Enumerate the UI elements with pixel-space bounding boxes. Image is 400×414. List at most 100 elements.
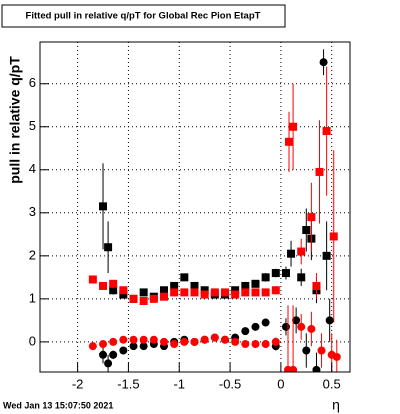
marker: [190, 337, 199, 346]
marker: [332, 352, 341, 361]
title-box: [1, 4, 286, 28]
timestamp: Wed Jan 13 15:07:50 2021: [3, 400, 113, 410]
marker: [261, 273, 270, 282]
marker: [99, 350, 108, 359]
marker: [297, 322, 306, 331]
marker: [200, 335, 209, 344]
marker: [241, 340, 250, 349]
marker: [210, 288, 219, 297]
marker: [307, 213, 316, 222]
marker: [312, 365, 321, 372]
marker: [271, 286, 280, 295]
marker: [261, 340, 270, 349]
marker: [180, 273, 189, 282]
marker: [271, 337, 280, 346]
marker: [261, 318, 270, 327]
marker: [99, 202, 108, 211]
marker: [180, 337, 189, 346]
y-tick-label: 2: [29, 247, 36, 262]
marker: [297, 273, 306, 282]
marker: [109, 337, 118, 346]
marker: [210, 333, 219, 342]
marker: [281, 269, 290, 278]
chart-title: Fitted pull in relative q/pT for Global …: [26, 11, 261, 22]
marker: [302, 226, 311, 235]
marker: [289, 365, 298, 372]
marker: [251, 340, 260, 349]
marker: [129, 342, 138, 351]
plot-area: [40, 42, 350, 372]
marker: [241, 281, 250, 290]
marker: [251, 279, 260, 288]
marker: [99, 340, 108, 349]
y-tick-label: 0: [29, 333, 36, 348]
marker: [160, 286, 168, 295]
marker: [287, 249, 296, 258]
marker: [99, 281, 108, 290]
marker: [200, 290, 209, 299]
y-tick-label: 3: [29, 204, 36, 219]
marker: [289, 122, 298, 131]
x-tick-label: -0.5: [219, 376, 241, 391]
marker: [119, 286, 128, 295]
y-tick-label: 6: [29, 75, 36, 90]
marker: [231, 286, 240, 295]
marker: [149, 294, 158, 303]
marker: [231, 290, 240, 299]
marker: [139, 297, 148, 306]
marker: [325, 316, 334, 325]
marker: [109, 279, 118, 288]
y-tick-label: 4: [29, 161, 36, 176]
marker: [200, 286, 209, 295]
marker: [220, 288, 229, 297]
x-tick-label: 0.5: [323, 376, 341, 391]
marker: [190, 281, 199, 290]
marker: [129, 335, 138, 344]
marker: [231, 337, 240, 346]
marker: [129, 294, 138, 303]
marker: [139, 288, 148, 297]
marker: [322, 127, 331, 136]
marker: [315, 167, 324, 176]
marker: [281, 322, 290, 331]
marker: [160, 292, 168, 301]
x-tick-label: -1.5: [117, 376, 139, 391]
marker: [104, 359, 113, 368]
y-axis-label: pull in relative q/pT: [7, 56, 23, 184]
marker: [109, 350, 118, 359]
marker: [109, 286, 118, 295]
marker: [190, 288, 199, 297]
marker: [88, 275, 97, 284]
marker: [302, 346, 311, 355]
marker: [119, 335, 128, 344]
marker: [292, 316, 301, 325]
marker: [104, 243, 113, 252]
marker: [285, 137, 294, 146]
marker: [170, 340, 179, 349]
marker: [180, 288, 189, 297]
marker: [241, 288, 250, 297]
marker: [251, 322, 260, 331]
marker: [261, 288, 270, 297]
marker: [251, 288, 260, 297]
marker: [220, 335, 229, 344]
marker: [319, 58, 328, 67]
marker: [322, 251, 331, 260]
marker: [119, 346, 128, 355]
marker: [312, 281, 321, 290]
y-tick-label: 1: [29, 290, 36, 305]
marker: [329, 232, 338, 241]
marker: [241, 327, 250, 336]
marker: [139, 335, 148, 344]
marker: [307, 324, 316, 333]
y-tick-label: 5: [29, 118, 36, 133]
x-tick-label: 0: [277, 376, 284, 391]
frame: [39, 41, 351, 373]
marker: [119, 290, 128, 299]
marker: [317, 346, 326, 355]
marker: [88, 342, 97, 351]
x-axis-label: η: [332, 397, 340, 413]
marker: [149, 335, 158, 344]
